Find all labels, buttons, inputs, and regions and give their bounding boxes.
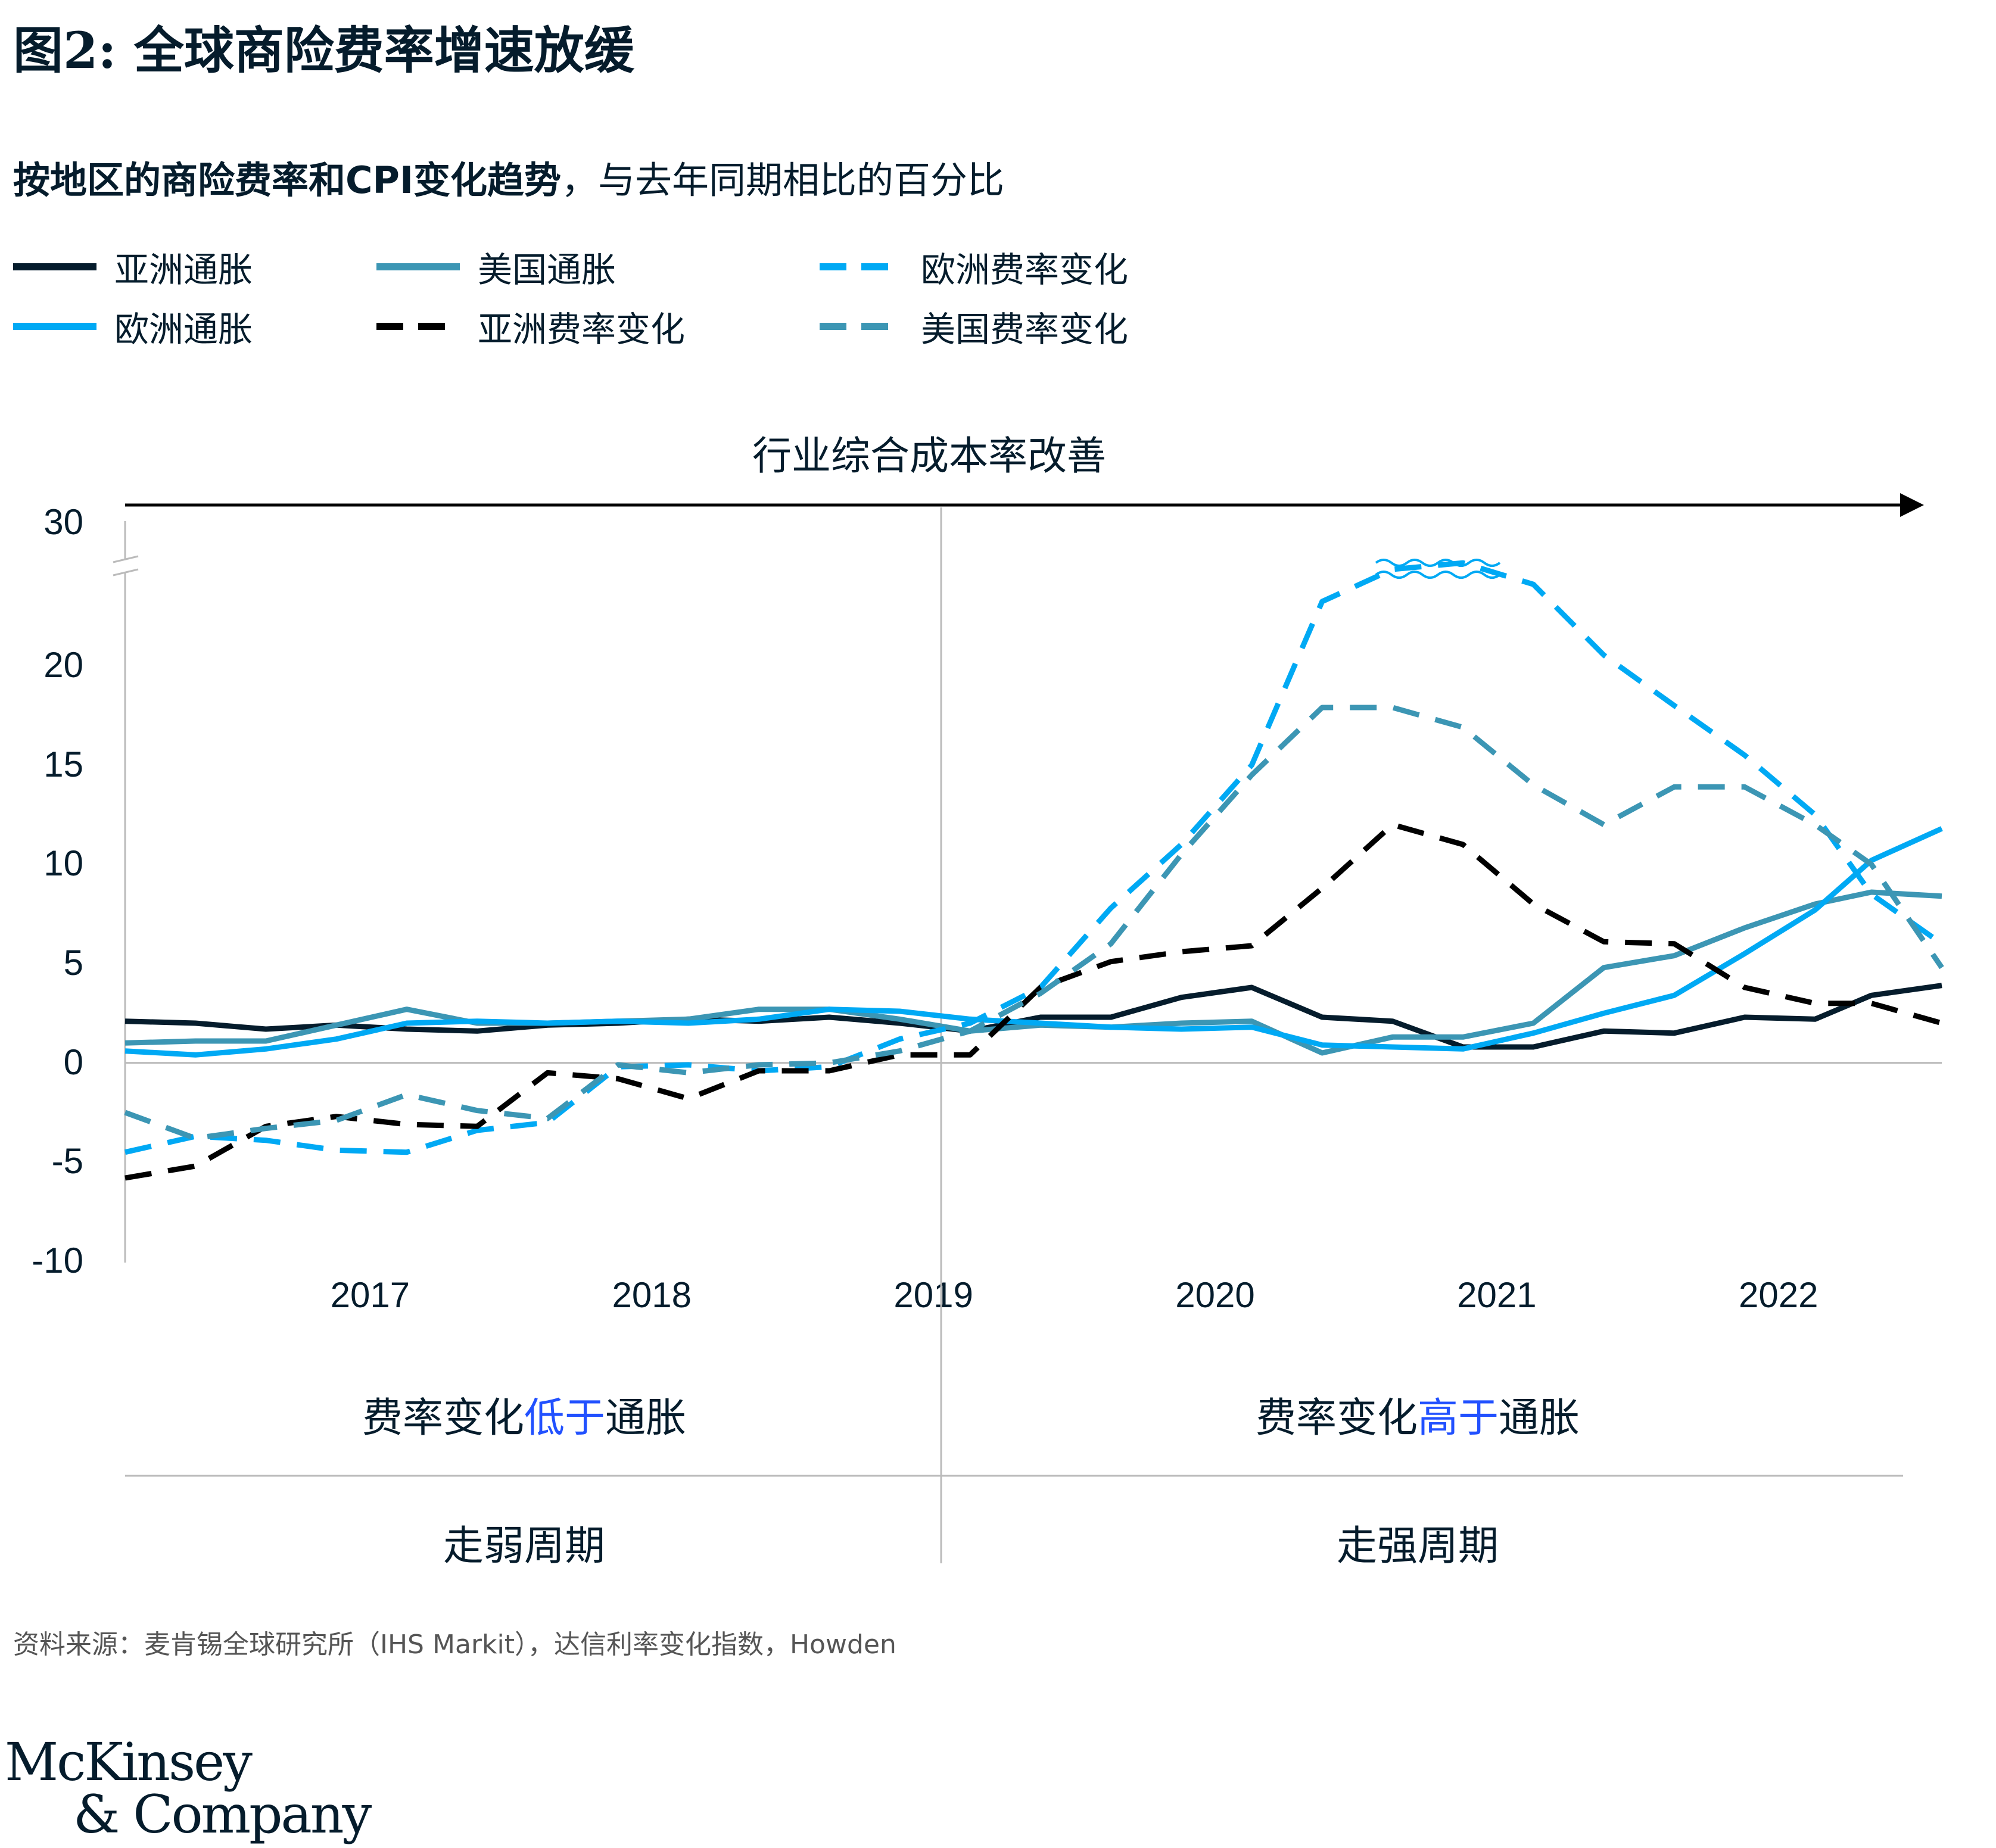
legend-label: 美国费率变化 (921, 309, 1129, 350)
x-tick-label: 2017 (330, 1275, 410, 1315)
series-line-亚洲费率变化 (124, 822, 1943, 1181)
subtitle-normal: ，与去年同期相比的百分比 (561, 158, 1005, 202)
legend-swatch (376, 263, 460, 270)
x-tick-label: 2021 (1457, 1275, 1537, 1315)
series-break-wave (1375, 571, 1501, 579)
series-line-欧洲费率变化 (124, 560, 1944, 1155)
x-tick-label: 2019 (893, 1275, 973, 1315)
y-tick-label: 0 (63, 1042, 83, 1082)
arrow-label: 行业综合成本率改善 (752, 433, 1106, 479)
legend-us-rate: 美国费率变化 (820, 303, 1128, 350)
series-group (124, 560, 1944, 1181)
region-label-above: 费率变化高于通胀 (1179, 1385, 1656, 1444)
logo-line1: McKinsey (5, 1731, 253, 1793)
mckinsey-logo: McKinsey & Company (5, 1731, 372, 1845)
legend-label: 欧洲费率变化 (921, 250, 1129, 290)
region-text: 费率变化 (362, 1395, 524, 1442)
y-tick-label: 10 (43, 843, 83, 884)
legend-label: 亚洲费率变化 (478, 309, 686, 350)
chart-subtitle: 按地区的商险费率和CPI变化趋势，与去年同期相比的百分比 (13, 150, 1004, 204)
legend-europe-rate: 欧洲费率变化 (820, 243, 1128, 291)
subtitle-bold: 按地区的商险费率和CPI变化趋势 (13, 158, 562, 202)
region-label-below: 费率变化低于通胀 (286, 1385, 762, 1444)
legend-swatch (13, 263, 96, 270)
legend-swatch (820, 263, 903, 270)
legend-europe-inflation: 欧洲通胀 (13, 303, 253, 350)
axis-break-mark (113, 568, 139, 576)
legend-swatch (376, 323, 460, 330)
y-tick-label: 5 (63, 943, 83, 983)
axis-break-mark (113, 555, 139, 563)
y-tick-label: 15 (43, 744, 83, 784)
series-line-美国费率变化 (124, 705, 1944, 1141)
x-tick-label: 2020 (1175, 1275, 1255, 1315)
y-tick-label: -5 (51, 1141, 83, 1182)
legend-label: 美国通胀 (478, 250, 616, 290)
logo-line2: & Company (73, 1784, 372, 1845)
region-text: 通胀 (1499, 1395, 1580, 1442)
region-text: 通胀 (605, 1395, 687, 1442)
region-highlight: 低于 (524, 1395, 605, 1442)
source-note: 资料来源：麦肯锡全球研究所（IHS Markit），达信利率变化指数，Howde… (13, 1629, 896, 1660)
series-line-欧洲通胀 (124, 826, 1943, 1058)
region-label-weakening: 走弱周期 (443, 1523, 605, 1570)
legend-us-inflation: 美国通胀 (376, 243, 616, 291)
x-tick-label: 2022 (1738, 1275, 1818, 1315)
chart-title: 图2: 全球商险费率增速放缓 (13, 21, 634, 80)
region-highlight: 高于 (1417, 1395, 1499, 1442)
region-label-strengthening: 走强周期 (1336, 1523, 1499, 1570)
legend-asia-rate: 亚洲费率变化 (376, 303, 685, 350)
region-text: 费率变化 (1255, 1395, 1418, 1442)
legend-swatch (820, 323, 903, 330)
legend-swatch (13, 323, 96, 330)
legend-asia-inflation: 亚洲通胀 (13, 243, 253, 291)
y-tick-label: 30 (43, 502, 83, 542)
y-tick-label: 20 (43, 645, 83, 685)
improvement-arrow-head (1900, 493, 1924, 517)
x-tick-label: 2018 (612, 1275, 692, 1315)
legend-label: 欧洲通胀 (114, 309, 253, 350)
legend-label: 亚洲通胀 (114, 250, 253, 290)
series-line-亚洲通胀 (124, 983, 1942, 1050)
y-tick-label: -10 (32, 1241, 83, 1280)
